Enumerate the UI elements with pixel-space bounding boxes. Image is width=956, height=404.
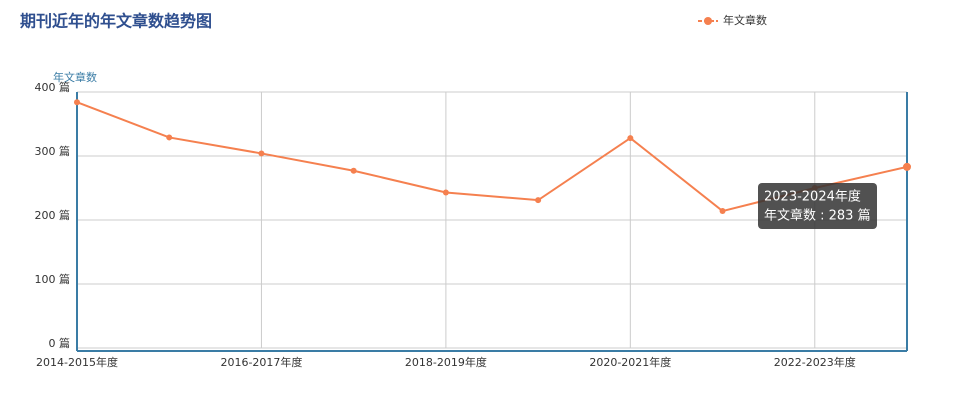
data-point [350,167,357,174]
y-tick-label: 100 篇 [35,272,71,286]
tooltip-title: 2023-2024年度 [764,189,861,205]
data-point [535,197,542,204]
y-tick-label: 0 篇 [49,336,71,350]
x-tick-label: 2014-2015年度 [36,355,118,369]
data-point [258,150,265,157]
chart-title: 期刊近年的年文章数趋势图 [20,12,212,31]
data-point [442,189,449,196]
tooltip-box [758,183,877,229]
x-tick-label: 2020-2021年度 [589,355,671,369]
data-point [903,162,911,171]
y-tick-label: 200 篇 [35,208,71,222]
y-tick-label: 400 篇 [35,80,71,94]
data-point [627,135,634,142]
data-point [74,99,80,106]
x-tick-label: 2016-2017年度 [220,355,302,369]
tooltip-text: 年文章数 : 283 篇 [764,208,871,224]
x-tick-label: 2018-2019年度 [405,355,487,369]
x-tick-label: 2022-2023年度 [774,355,856,369]
legend-label: 年文章数 [723,13,767,27]
data-point [719,208,726,215]
legend-marker [704,17,712,25]
y-tick-label: 300 篇 [35,144,71,158]
y-axis-label: 年文章数 [53,70,97,84]
data-point [166,134,173,141]
